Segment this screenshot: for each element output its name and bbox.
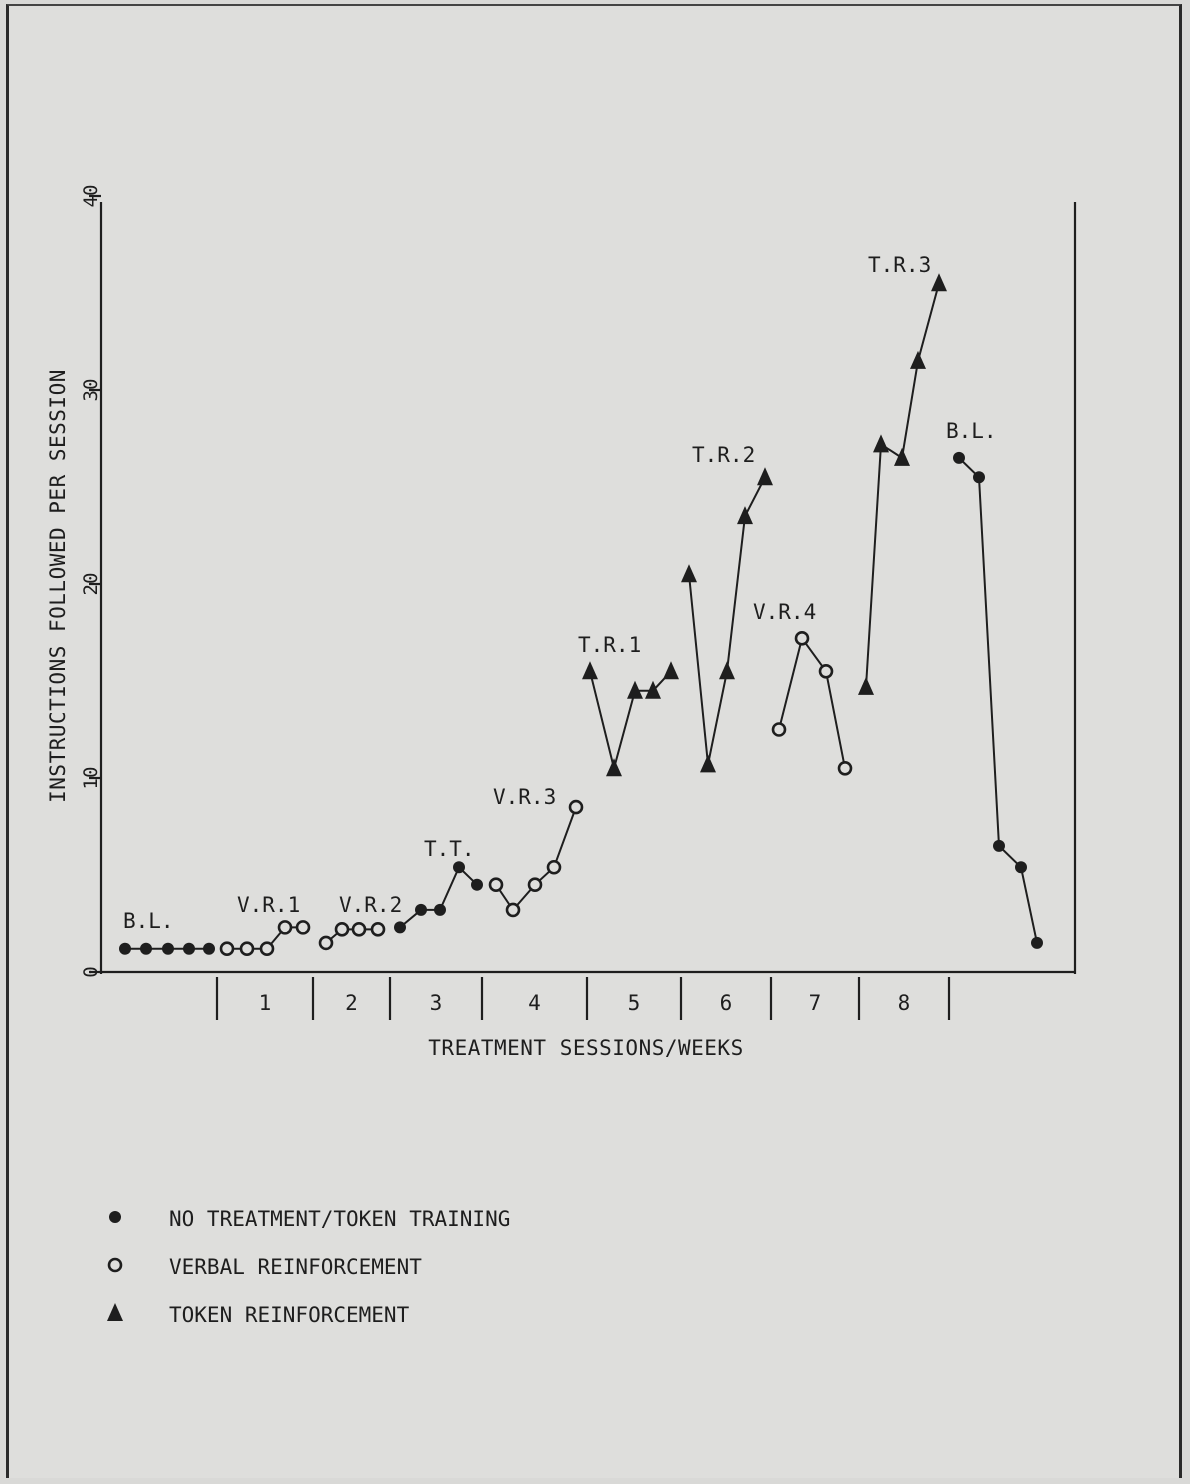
series-line-5 — [495, 806, 577, 912]
open-circle-point — [277, 920, 293, 935]
triangle-point — [700, 754, 716, 773]
open-circle-point — [546, 859, 562, 875]
filled-circle-point — [1015, 861, 1027, 874]
week-label: 1 — [259, 991, 272, 1015]
y-ticks: 0 10 20 30 40 — [80, 185, 102, 978]
open-circle-point — [318, 935, 334, 951]
open-circle-point — [527, 877, 543, 893]
filled-circle-point — [203, 942, 215, 955]
phase-labels: B.L. V.R.1 V.R.2 T.T. V.R.3 T.R.1 T.R.2 V.R.4 T.… — [123, 253, 997, 933]
filled-circle-point — [183, 942, 195, 955]
filled-circle-point — [453, 861, 465, 874]
series-line-3 — [325, 928, 378, 944]
open-circle-point — [568, 799, 584, 815]
week-label: 6 — [720, 991, 733, 1015]
y-tick-label: 20 — [80, 573, 102, 596]
y-axis-label: INSTRUCTIONS FOLLOWED PER SESSION — [46, 369, 70, 803]
legend-marker-verbal — [107, 1257, 123, 1273]
legend-label: TOKEN REINFORCEMENT — [169, 1303, 410, 1327]
triangle-point — [681, 564, 697, 583]
open-circle-point — [837, 760, 853, 776]
legend-marker-token — [107, 1303, 123, 1321]
phase-label: V.R.2 — [339, 893, 402, 917]
filled-circle-point — [434, 903, 446, 916]
series-line-6 — [589, 670, 672, 773]
week-label: 2 — [345, 991, 358, 1015]
filled-circle-point — [162, 942, 174, 955]
triangle-point — [606, 758, 622, 777]
filled-circle-point — [415, 903, 427, 916]
open-circle-point — [259, 941, 275, 957]
triangle-point — [663, 661, 679, 680]
triangle-point — [737, 506, 753, 525]
legend-label: NO TREATMENT/TOKEN TRAINING — [169, 1207, 510, 1231]
week-labels: 1 2 3 4 5 6 7 8 — [259, 991, 911, 1015]
filled-circle-point — [953, 451, 965, 464]
legend-marker-no_treatment — [109, 1211, 121, 1223]
filled-circle-point — [471, 878, 483, 891]
phase-label: V.R.3 — [493, 785, 556, 809]
phase-label: T.R.1 — [578, 633, 641, 657]
open-circle-point — [771, 722, 787, 737]
series-lines — [125, 283, 1038, 950]
series-line-8 — [778, 636, 846, 769]
open-circle-point — [239, 941, 255, 957]
triangle-point — [582, 661, 598, 680]
y-tick-label: 30 — [80, 379, 102, 402]
week-label: 3 — [430, 991, 443, 1015]
week-label: 4 — [528, 991, 541, 1015]
week-separators — [215, 977, 951, 1020]
filled-circle-point — [1031, 936, 1043, 949]
line-chart: 0 10 20 30 40 1 2 3 4 5 6 7 8 B.L. V.R.1 V.R.2 T.T. V.R… — [46, 185, 1077, 1327]
phase-label: B.L. — [123, 909, 174, 933]
triangle-point — [719, 661, 735, 680]
y-tick-label: 0 — [80, 966, 102, 977]
data-points — [119, 273, 1043, 957]
filled-circle-point — [394, 921, 406, 934]
open-circle-point — [505, 902, 521, 918]
legend: NO TREATMENT/TOKEN TRAINING VERBAL REINFO… — [107, 1207, 510, 1327]
filled-circle-point — [993, 839, 1005, 852]
triangle-point — [910, 350, 926, 369]
triangle-point — [645, 680, 661, 699]
phase-label: T.R.3 — [868, 253, 931, 277]
series-line-4 — [399, 865, 478, 929]
axes — [99, 202, 1077, 974]
y-tick-label: 10 — [80, 767, 102, 790]
triangle-point — [757, 467, 773, 486]
open-circle-point — [370, 922, 386, 937]
open-circle-point — [488, 877, 504, 893]
open-circle-point — [334, 922, 350, 937]
open-circle-point — [818, 663, 834, 679]
series-line-9 — [865, 283, 940, 687]
x-axis-label: TREATMENT SESSIONS/WEEKS — [428, 1036, 743, 1060]
week-label: 5 — [628, 991, 641, 1015]
phase-label: V.R.1 — [237, 893, 300, 917]
filled-circle-point — [140, 942, 152, 955]
week-label: 8 — [898, 991, 911, 1015]
phase-label: T.R.2 — [692, 443, 755, 467]
week-label: 7 — [809, 991, 822, 1015]
triangle-point — [627, 680, 643, 699]
filled-circle-point — [119, 942, 131, 955]
open-circle-point — [794, 631, 810, 646]
phase-label: T.T. — [424, 837, 475, 861]
triangle-point — [931, 273, 947, 292]
filled-circle-point — [973, 471, 985, 484]
phase-label: B.L. — [946, 419, 997, 443]
phase-label: V.R.4 — [753, 600, 816, 624]
legend-label: VERBAL REINFORCEMENT — [169, 1255, 422, 1279]
figure-page: 0 10 20 30 40 1 2 3 4 5 6 7 8 B.L. V.R.1 V.R.2 T.T. V.R… — [6, 4, 1182, 1478]
triangle-point — [894, 447, 910, 466]
triangle-point — [858, 676, 874, 695]
open-circle-point — [351, 922, 367, 937]
open-circle-point — [295, 920, 311, 935]
triangle-point — [873, 434, 889, 453]
y-tick-label: 40 — [80, 185, 102, 208]
open-circle-point — [219, 941, 235, 957]
